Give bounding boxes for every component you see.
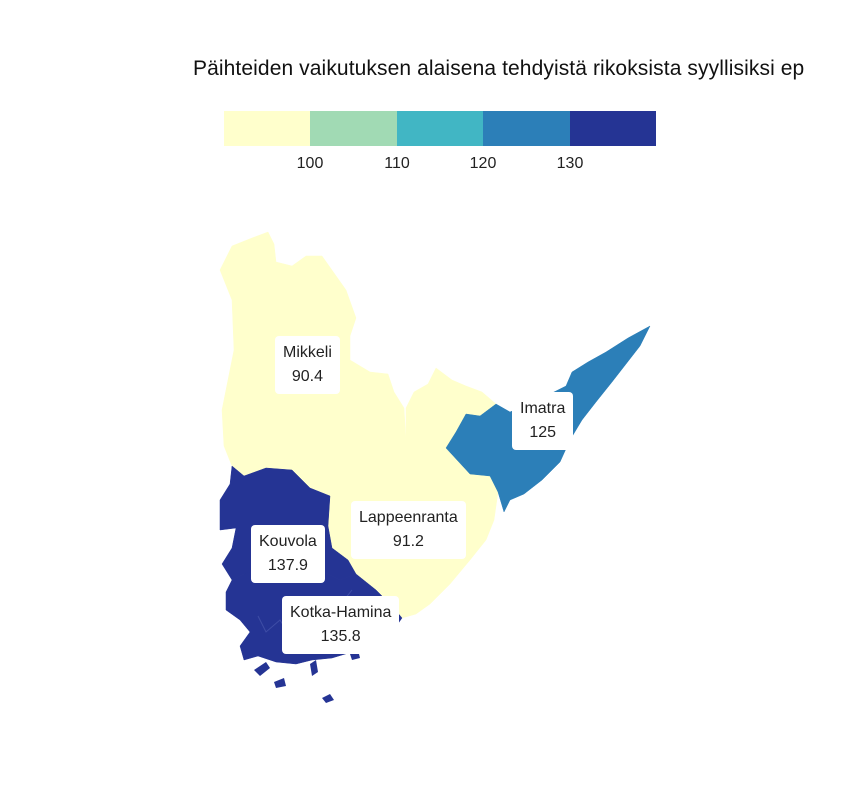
- label-kouvola-name: Kouvola: [259, 533, 317, 550]
- legend-swatch-3: [396, 111, 484, 146]
- legend-tick-100: 100: [296, 155, 324, 172]
- island-4: [322, 694, 334, 703]
- legend-tick-120: 120: [469, 155, 497, 172]
- label-lappeenranta-name: Lappeenranta: [359, 509, 458, 526]
- label-imatra-name: Imatra: [520, 400, 566, 417]
- legend-swatch-5: [569, 111, 657, 146]
- label-imatra-value: 125: [529, 424, 557, 441]
- legend-swatch-1: [224, 111, 311, 146]
- island-1: [254, 662, 270, 676]
- legend-swatch-4: [483, 111, 570, 146]
- legend-tick-110: 110: [384, 155, 410, 172]
- label-kouvola-value: 137.9: [267, 557, 308, 574]
- label-lappeenranta: Lappeenranta 91.2: [351, 501, 466, 559]
- label-mikkeli-name: Mikkeli: [283, 344, 332, 361]
- island-3: [310, 660, 318, 676]
- label-kotka-hamina: Kotka-Hamina 135.8: [282, 596, 400, 654]
- label-kotka-hamina-value: 135.8: [320, 628, 361, 645]
- legend-swatch-2: [310, 111, 397, 146]
- label-mikkeli: Mikkeli 90.4: [275, 336, 340, 394]
- map-title: Päihteiden vaikutuksen alaisena tehdyist…: [193, 57, 805, 80]
- label-lappeenranta-value: 91.2: [392, 533, 424, 550]
- label-kotka-hamina-name: Kotka-Hamina: [290, 604, 392, 621]
- label-imatra: Imatra 125: [512, 392, 574, 450]
- color-legend: [224, 111, 657, 146]
- label-kouvola: Kouvola 137.9: [251, 525, 325, 583]
- island-2: [274, 678, 286, 688]
- legend-tick-130: 130: [556, 155, 584, 172]
- label-mikkeli-value: 90.4: [291, 368, 324, 385]
